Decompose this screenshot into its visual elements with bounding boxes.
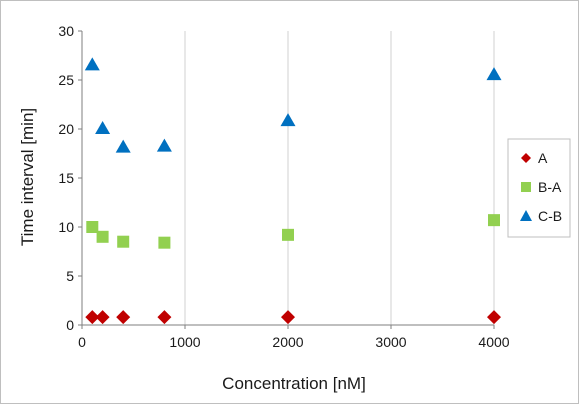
x-tick-label: 1000 (169, 334, 200, 350)
data-point-b-a (488, 214, 500, 227)
legend-box (507, 138, 571, 238)
data-point-b-a (96, 230, 109, 243)
legend-marker-a (521, 153, 531, 163)
data-point-a (95, 310, 110, 325)
data-point-c-b (115, 139, 131, 153)
data-point-c-b (280, 113, 296, 127)
y-tick-label: 30 (58, 23, 74, 39)
y-axis-title: Time interval [min] (18, 108, 37, 246)
x-tick-label: 4000 (478, 334, 509, 350)
legend-marker-b-a (521, 182, 531, 192)
data-point-b-a (117, 235, 130, 248)
grid-lines (184, 31, 495, 325)
data-point-c-b (84, 57, 100, 71)
data-point-c-b (486, 67, 502, 81)
x-axis-title: Concentration [nM] (222, 374, 366, 393)
axes (78, 30, 495, 329)
data-points (84, 57, 502, 325)
legend-label-c-b: C-B (538, 208, 562, 224)
data-point-a (487, 310, 501, 325)
legend-items: A B-A C-B (520, 150, 562, 224)
legend-marker-c-b (520, 210, 532, 221)
legend-label-a: A (538, 150, 548, 166)
x-tick-label: 2000 (272, 334, 303, 350)
data-point-b-a (282, 228, 294, 241)
data-point-c-b (156, 138, 172, 152)
y-tick-label: 0 (66, 317, 74, 333)
data-point-c-b (95, 121, 111, 135)
data-point-a (85, 310, 100, 325)
legend-label-b-a: B-A (538, 179, 562, 195)
x-tick-label: 0 (78, 334, 86, 350)
y-tick-label: 15 (58, 170, 74, 186)
x-tick-label: 3000 (375, 334, 406, 350)
data-point-a (281, 310, 295, 325)
data-point-a (157, 310, 172, 325)
tick-labels: 0 5 10 15 20 25 30 0 1000 2000 3000 4000 (58, 23, 509, 350)
y-tick-label: 20 (58, 121, 74, 137)
y-tick-label: 10 (58, 219, 74, 235)
y-tick-label: 25 (58, 72, 74, 88)
data-point-a (116, 310, 131, 325)
data-point-b-a (158, 236, 171, 249)
y-tick-label: 5 (66, 268, 74, 284)
data-point-b-a (86, 221, 99, 233)
legend: A B-A C-B (507, 138, 571, 238)
